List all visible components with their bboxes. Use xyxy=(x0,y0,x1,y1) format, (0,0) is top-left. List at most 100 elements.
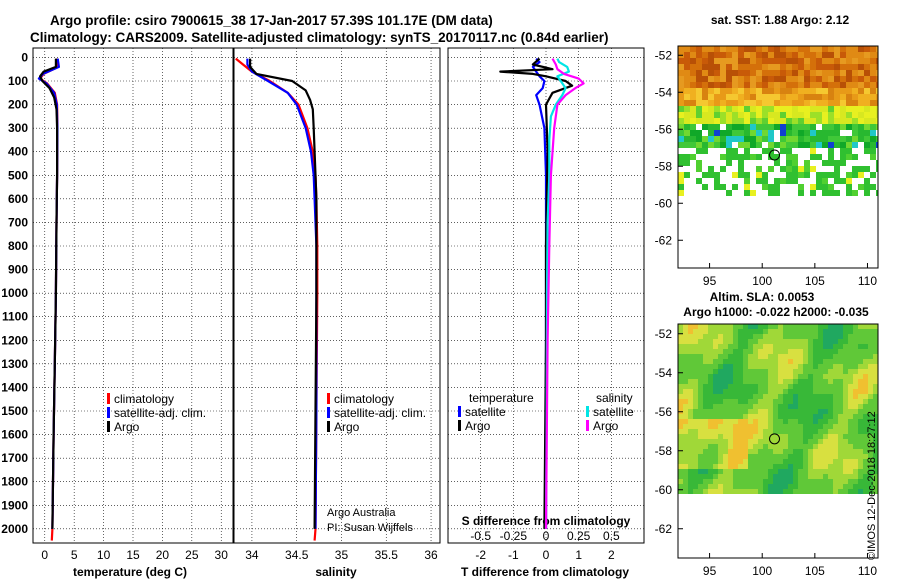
sla-cell xyxy=(798,359,803,364)
sst-cell xyxy=(810,64,816,70)
sst-cell xyxy=(708,166,714,172)
sla-cell xyxy=(788,369,793,374)
sst-cell xyxy=(816,112,822,118)
sla-cell xyxy=(758,404,763,409)
sla-cell xyxy=(868,469,873,474)
sla-cell xyxy=(813,464,818,469)
sst-cell xyxy=(684,52,690,58)
sla-cell xyxy=(778,424,783,429)
sla-cell xyxy=(723,379,728,384)
sla-cell xyxy=(693,359,698,364)
sla-cell xyxy=(808,409,813,414)
sla-cell xyxy=(768,389,773,394)
sla-cell xyxy=(793,394,798,399)
sst-cell xyxy=(786,94,792,100)
sla-cell xyxy=(863,479,868,484)
sla-cell xyxy=(688,469,693,474)
sla-cell xyxy=(848,334,853,339)
sla-cell xyxy=(703,459,708,464)
sla-cell xyxy=(698,354,703,359)
sla-cell xyxy=(723,484,728,489)
sst-cell xyxy=(858,82,864,88)
sla-cell xyxy=(748,409,753,414)
sla-cell xyxy=(828,429,833,434)
sst-cell xyxy=(822,136,828,142)
sst-cell xyxy=(774,52,780,58)
sst-cell xyxy=(822,70,828,76)
sst-cell xyxy=(786,76,792,82)
sst-cell xyxy=(720,100,726,106)
sla-cell xyxy=(718,429,723,434)
sst-cell xyxy=(708,88,714,94)
sst-cell xyxy=(792,70,798,76)
sst-cell xyxy=(708,100,714,106)
sst-cell xyxy=(798,46,804,52)
sla-cell xyxy=(768,329,773,334)
sst-cell xyxy=(756,70,762,76)
sla-cell xyxy=(708,324,713,329)
sla-cell xyxy=(698,389,703,394)
sst-cell xyxy=(744,190,750,196)
sla-cell xyxy=(718,444,723,449)
sla-cell xyxy=(753,359,758,364)
sst-cell xyxy=(750,154,756,160)
sla-cell xyxy=(773,394,778,399)
sla-cell xyxy=(828,444,833,449)
sst-cell xyxy=(828,76,834,82)
sla-cell xyxy=(733,449,738,454)
sla-cell xyxy=(853,464,858,469)
sst-cell xyxy=(786,82,792,88)
sst-cell xyxy=(828,64,834,70)
sst-cell xyxy=(792,106,798,112)
sla-cell xyxy=(843,379,848,384)
sla-cell xyxy=(853,324,858,329)
sst-cell xyxy=(828,52,834,58)
sst-cell xyxy=(678,106,684,112)
depth-tick-label: 1600 xyxy=(1,428,28,442)
sla-cell xyxy=(703,429,708,434)
sst-cell xyxy=(774,112,780,118)
sla-cell xyxy=(723,449,728,454)
sst-cell xyxy=(684,172,690,178)
sla-cell xyxy=(733,329,738,334)
sla-cell xyxy=(783,379,788,384)
sla-cell xyxy=(808,384,813,389)
depth-tick-label: 0 xyxy=(21,50,28,64)
sst-cell xyxy=(768,52,774,58)
sla-cell xyxy=(713,399,718,404)
sst-cell xyxy=(756,112,762,118)
sla-cell xyxy=(858,354,863,359)
sla-cell xyxy=(823,469,828,474)
sst-cell xyxy=(720,106,726,112)
sla-cell xyxy=(818,409,823,414)
sla-cell xyxy=(708,404,713,409)
sst-cell xyxy=(780,136,786,142)
sla-cell xyxy=(713,434,718,439)
sla-cell xyxy=(708,479,713,484)
sst-cell xyxy=(738,70,744,76)
sla-cell xyxy=(713,404,718,409)
sla-cell xyxy=(778,394,783,399)
sst-cell xyxy=(690,52,696,58)
sla-cell xyxy=(778,484,783,489)
sst-cell xyxy=(780,166,786,172)
sla-cell xyxy=(678,374,683,379)
sla-cell xyxy=(748,469,753,474)
sla-cell xyxy=(838,329,843,334)
sla-cell xyxy=(738,324,743,329)
sla-cell xyxy=(783,344,788,349)
sla-cell xyxy=(783,414,788,419)
sst-cell xyxy=(690,70,696,76)
sla-cell xyxy=(788,344,793,349)
sla-cell xyxy=(738,454,743,459)
sla-cell xyxy=(733,369,738,374)
sla-cell xyxy=(688,449,693,454)
sla-cell xyxy=(708,459,713,464)
sla-cell xyxy=(793,354,798,359)
sla-cell xyxy=(783,359,788,364)
sla-cell xyxy=(693,404,698,409)
sla-cell xyxy=(688,379,693,384)
sla-cell xyxy=(748,359,753,364)
sla-cell xyxy=(818,414,823,419)
